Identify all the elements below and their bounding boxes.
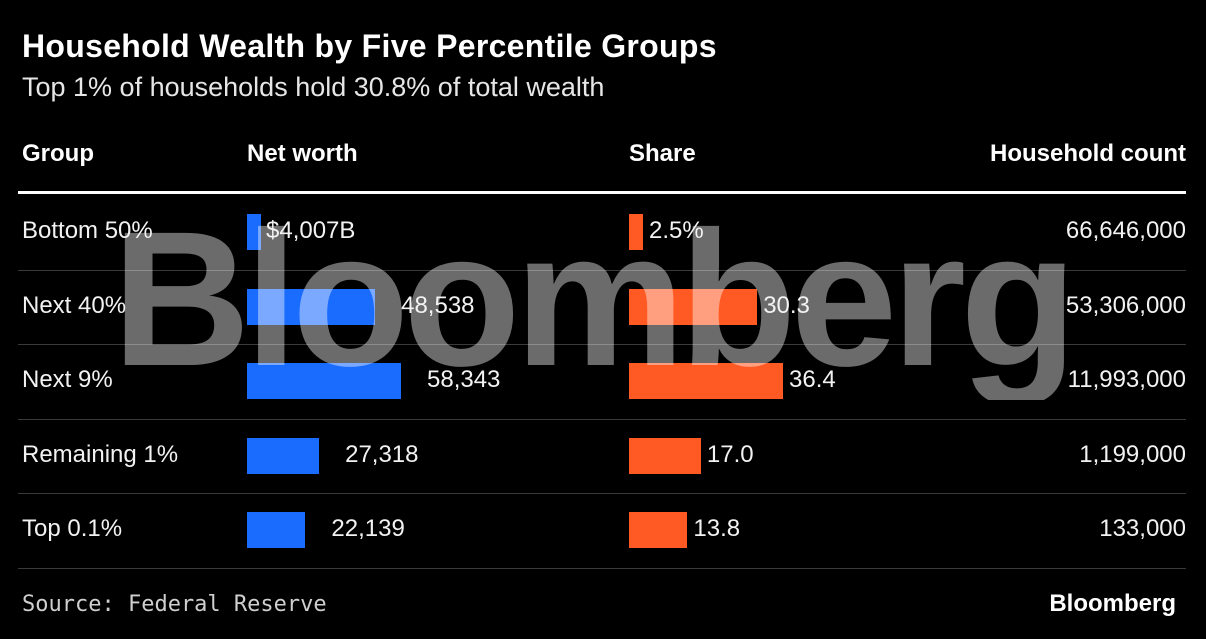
net-worth-value-label: 27,318 — [345, 440, 419, 468]
household-count-value: 53,306,000 — [1065, 291, 1186, 319]
row-divider — [18, 567, 1186, 569]
row-group-label: Next 9% — [22, 366, 113, 394]
row-divider — [18, 493, 1186, 494]
row-divider — [18, 269, 1186, 271]
bloomberg-logo: Bloomberg — [1049, 590, 1176, 617]
source-note: Source: Federal Reserve — [22, 592, 327, 617]
row-group-label: Next 40% — [22, 291, 127, 319]
share-value-label: 36.4 — [789, 366, 836, 394]
household-count-value: 133,000 — [1099, 515, 1186, 543]
household-count-value: 1,199,000 — [1079, 440, 1186, 468]
net-worth-bar — [247, 214, 261, 251]
column-header-household-count: Household count — [990, 140, 1186, 167]
row-group-label: Bottom 50% — [22, 217, 153, 245]
column-header-group: Group — [22, 140, 94, 167]
chart-title: Household Wealth by Five Percentile Grou… — [22, 28, 717, 64]
net-worth-bar — [247, 437, 320, 474]
net-worth-value-label: 48,538 — [401, 291, 475, 319]
share-bar — [629, 288, 758, 325]
net-worth-value-label: $4,007B — [266, 217, 356, 245]
net-worth-value-label: 22,139 — [331, 515, 405, 543]
household-count-value: 11,993,000 — [1067, 366, 1186, 394]
row-group-label: Top 0.1% — [22, 515, 123, 543]
net-worth-bar — [247, 512, 306, 549]
share-value-label: 2.5% — [649, 217, 704, 245]
share-value-label: 13.8 — [693, 515, 741, 543]
net-worth-value-label: 58,343 — [427, 366, 501, 394]
row-group-label: Remaining 1% — [22, 440, 179, 468]
header-rule — [18, 191, 1186, 194]
share-value-label: 17.0 — [706, 440, 754, 468]
column-header-share: Share — [629, 140, 696, 167]
share-bar — [629, 214, 643, 251]
share-bar — [629, 437, 701, 474]
share-bar — [629, 363, 783, 400]
net-worth-bar — [247, 363, 401, 400]
row-divider — [18, 418, 1186, 420]
share-bar — [629, 512, 688, 549]
row-divider — [18, 344, 1186, 345]
share-value-label: 30.3 — [763, 291, 810, 319]
chart-subtitle: Top 1% of households hold 30.8% of total… — [22, 72, 605, 102]
household-count-value: 66,646,000 — [1065, 217, 1186, 245]
column-header-net-worth: Net worth — [247, 140, 358, 167]
net-worth-bar — [247, 288, 376, 325]
